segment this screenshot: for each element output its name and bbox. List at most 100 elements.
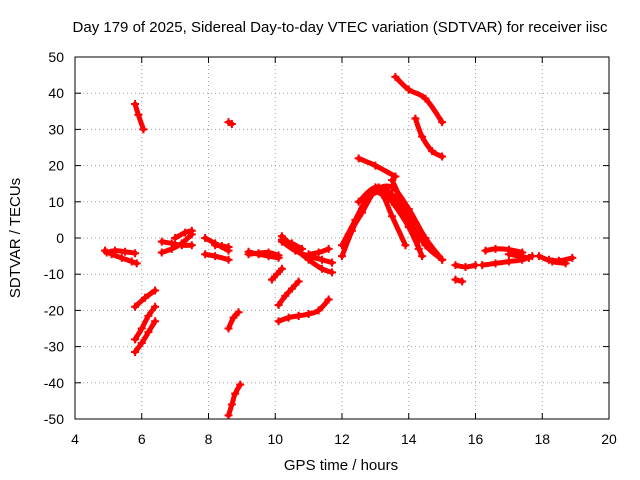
data-point — [411, 114, 420, 123]
data-point — [471, 261, 480, 270]
data-point — [227, 400, 236, 409]
data-point — [304, 310, 313, 319]
series-track — [104, 248, 138, 256]
series-arc-11 — [201, 250, 233, 264]
y-tick-label: -50 — [44, 411, 64, 427]
data-point — [117, 253, 126, 262]
data-point — [314, 306, 323, 315]
data-point — [134, 110, 143, 119]
grid — [75, 57, 609, 419]
series-track — [296, 297, 332, 319]
data-point — [291, 246, 300, 255]
data-point — [287, 284, 296, 293]
series-arc-3 — [131, 100, 148, 134]
data-point — [317, 264, 326, 273]
data-point — [421, 241, 430, 250]
series-arc-40 — [544, 253, 577, 265]
series-arc-5 — [131, 302, 160, 344]
x-tick-label: 8 — [205, 431, 213, 447]
x-tick-label: 18 — [534, 431, 550, 447]
series-track — [356, 155, 398, 179]
series-arc-14 — [224, 308, 243, 333]
data-point — [428, 147, 437, 156]
data-point — [137, 324, 146, 333]
series-track — [276, 278, 302, 308]
series-arc-33 — [411, 114, 447, 161]
data-point — [131, 100, 140, 109]
data-point — [224, 243, 233, 252]
data-point — [224, 324, 233, 333]
x-axis-tick-labels: 4 6 8 10 12 14 16 18 20 — [71, 431, 617, 447]
data-point — [141, 293, 150, 302]
data-point — [131, 302, 140, 311]
x-tick-label: 4 — [71, 431, 79, 447]
data-point — [131, 249, 140, 258]
data-point — [139, 125, 148, 134]
data-point — [144, 311, 153, 320]
data-point — [421, 94, 430, 103]
data-point — [217, 241, 226, 250]
data-point — [234, 308, 243, 317]
data-point — [404, 85, 413, 94]
data-point — [461, 262, 470, 271]
series-arc-31 — [388, 176, 423, 253]
data-point — [157, 237, 166, 246]
y-axis-label: SDTVAR / TECUs — [7, 178, 24, 298]
series-arc-12 — [211, 241, 233, 252]
data-point — [267, 275, 276, 284]
data-point — [491, 259, 500, 268]
data-point — [438, 152, 447, 161]
data-point — [338, 241, 346, 250]
data-point — [354, 197, 363, 206]
chart-title: Day 179 of 2025, Sidereal Day-to-day VTE… — [73, 19, 608, 36]
data-point — [187, 241, 196, 250]
data-point — [524, 253, 533, 262]
series-track — [246, 249, 282, 261]
data-point — [274, 317, 283, 326]
data-point — [151, 317, 160, 326]
data-point — [451, 275, 460, 284]
data-point — [388, 190, 397, 199]
data-point — [144, 328, 153, 337]
series-arc-19 — [274, 277, 303, 309]
data-point — [102, 248, 111, 257]
data-point — [281, 291, 290, 300]
data-point — [236, 380, 245, 389]
series-arc-37 — [481, 244, 527, 257]
data-point — [418, 252, 427, 261]
data-point — [514, 252, 523, 261]
y-tick-label: 40 — [48, 85, 64, 101]
series-track — [159, 239, 195, 248]
x-axis-label: GPS time / hours — [284, 457, 398, 474]
series-arc-2 — [102, 246, 140, 258]
y-tick-label: -40 — [44, 375, 64, 391]
series-arc-17 — [244, 247, 283, 262]
series-arc-13 — [224, 118, 236, 128]
data-point — [201, 250, 210, 259]
data-point — [438, 118, 447, 127]
data-point — [121, 247, 130, 256]
data-point — [324, 295, 333, 304]
series-track — [392, 74, 445, 125]
data-point — [211, 252, 220, 261]
data-point — [177, 241, 186, 250]
data-point — [171, 234, 180, 242]
y-tick-label: 50 — [48, 49, 64, 65]
data-point — [358, 208, 367, 217]
data-point — [127, 257, 136, 266]
data-point — [317, 255, 326, 264]
data-point — [388, 212, 397, 221]
data-point — [314, 248, 323, 257]
y-tick-label: -20 — [44, 302, 64, 318]
series-track — [226, 382, 243, 418]
series-track — [389, 177, 422, 252]
data-point — [287, 239, 296, 248]
data-point — [327, 258, 336, 267]
data-point — [344, 230, 353, 239]
series-track — [483, 246, 525, 255]
y-tick-label: 30 — [48, 121, 64, 137]
series-arc-6 — [131, 317, 160, 357]
data-point — [534, 252, 543, 261]
data-point — [181, 228, 190, 237]
